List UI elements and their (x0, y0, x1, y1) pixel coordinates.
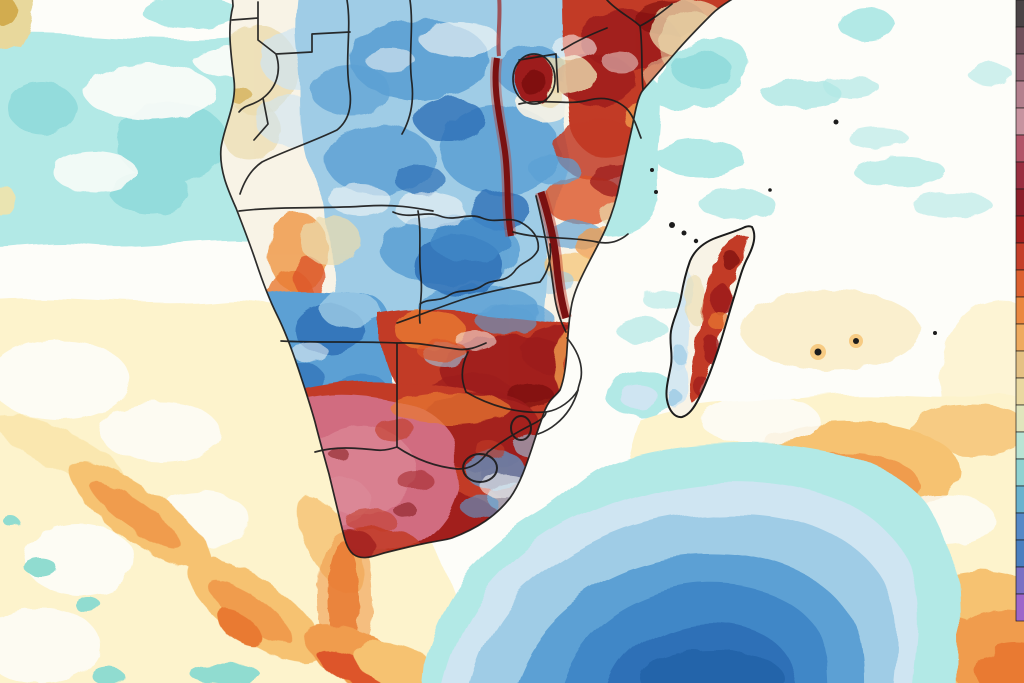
colorbar-segment (1015, 0, 1024, 28)
country-borders (219, 0, 733, 559)
island-dots (650, 119, 937, 360)
rift-north-extension (496, 0, 502, 57)
colorbar-segment (1015, 26, 1024, 55)
zanzibar-island-dot (650, 168, 654, 172)
mauritius-island-dot (853, 338, 859, 344)
colorbar-segment (1015, 53, 1024, 82)
rift-valley-lakes (490, 0, 572, 320)
lesotho-border-ring (462, 453, 498, 483)
colorbar-segment (1015, 242, 1024, 271)
colorbar-segment (1015, 377, 1024, 406)
indian-ocean-cool-patches (605, 7, 1012, 417)
madagascar-outline (665, 225, 756, 419)
colorbar-segment (1015, 539, 1024, 568)
colorbar-segment (1015, 350, 1024, 379)
colorbar-segment (1015, 188, 1024, 217)
colorbar-segment (1015, 485, 1024, 514)
colorbar-segment (1015, 269, 1024, 298)
continent-coastline (219, 0, 733, 559)
colorbar-segment (1015, 215, 1024, 244)
colorbar-segment (1015, 512, 1024, 541)
colorbar-segment (1015, 323, 1024, 352)
southern-ocean-cold-pool (421, 443, 958, 683)
colorbar-segment (1015, 593, 1024, 622)
colorbar-segment (1015, 161, 1024, 190)
colorbar-segment (1015, 80, 1024, 109)
colorbar-segment (1015, 404, 1024, 433)
lake-malawi-hot-line (537, 190, 570, 319)
colorbar-segment (1015, 134, 1024, 163)
lake-victoria-outline (512, 53, 556, 105)
colorbar-segment (1015, 107, 1024, 136)
colorbar-segment (1015, 458, 1024, 487)
colorbar-segment (1015, 566, 1024, 595)
comoros-island-dot (669, 222, 675, 228)
colorbar-segment (1015, 296, 1024, 325)
colorbar-sliver (1015, 0, 1024, 622)
reunion-island-dot (814, 348, 822, 356)
eswatini-border-ring (510, 415, 532, 441)
colorbar-segment (1015, 431, 1024, 460)
madagascar (665, 225, 756, 419)
seychelles-island-dot (833, 119, 839, 125)
lake-tanganyika-hot-line (492, 57, 514, 237)
